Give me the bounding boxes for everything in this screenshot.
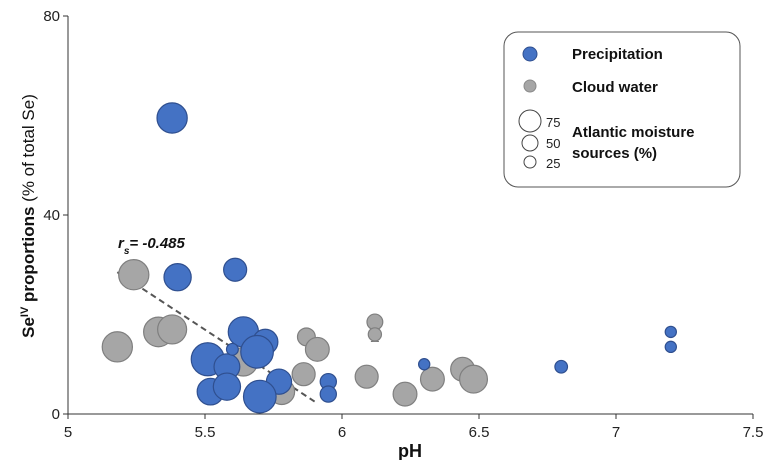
cloud-water-point (354, 364, 379, 389)
annotation-value: = -0.485 (129, 235, 185, 252)
cloud-water-point (157, 314, 188, 345)
x-tick-label: 7 (612, 424, 620, 441)
legend: Precipitation Cloud water 75 50 25 Atlan… (503, 31, 741, 188)
precipitation-point (163, 262, 192, 292)
precipitation-point (664, 340, 678, 354)
cloud-water-point (118, 259, 150, 291)
legend-box (503, 31, 741, 188)
y-tick-label: 80 (43, 8, 60, 25)
legend-size-title-line2: sources (%) (572, 145, 657, 162)
precipitation-point (240, 334, 274, 369)
x-tick-label: 5 (64, 424, 72, 441)
points-layer (101, 102, 678, 414)
y-axis-title-rest: (% of total Se) (19, 94, 38, 206)
precipitation-point (225, 342, 239, 356)
cloud-water-point (291, 362, 316, 387)
ticks-layer: 5 5.5 6 6.5 7 7.5 0 40 80 (43, 8, 763, 441)
legend-size-25 (523, 155, 537, 169)
cloud-water-point (459, 364, 489, 394)
legend-label-precipitation: Precipitation (572, 46, 663, 63)
precipitation-point (223, 257, 248, 282)
cloud-water-point (304, 336, 330, 362)
x-tick-label: 7.5 (743, 424, 764, 441)
precipitation-point (418, 358, 431, 371)
y-axis-title-main: Se (19, 317, 38, 338)
legend-label-cloud-water: Cloud water (572, 79, 658, 96)
legend-size-75 (518, 109, 542, 133)
y-axis-title-superscript: IV (19, 306, 31, 317)
x-tick-label: 5.5 (195, 424, 216, 441)
x-axis-title: pH (398, 441, 422, 460)
cloud-water-point (419, 366, 445, 392)
cloud-water-point (392, 381, 418, 407)
legend-size-title-line1: Atlantic moisture (572, 124, 695, 141)
precipitation-point (156, 102, 188, 134)
y-axis-title: SeIV proportions (% of total Se) (19, 94, 38, 338)
cloud-water-point (101, 331, 134, 363)
annotation-r: r (118, 235, 125, 252)
legend-size-label-50: 50 (546, 136, 560, 151)
y-axis-title-bold: proportions (19, 207, 38, 307)
precipitation-point (554, 359, 569, 374)
y-tick-label: 0 (52, 406, 60, 423)
x-tick-label: 6 (338, 424, 346, 441)
precipitation-point (242, 379, 277, 414)
precipitation-point (664, 325, 678, 339)
legend-size-50 (521, 134, 539, 152)
precipitation-point (319, 385, 337, 403)
legend-marker-precipitation (522, 46, 538, 62)
cloud-water-point (367, 327, 383, 342)
legend-marker-cloud-water (523, 79, 537, 93)
legend-size-label-75: 75 (546, 115, 560, 130)
precipitation-point (212, 372, 242, 401)
x-tick-label: 6.5 (469, 424, 490, 441)
legend-size-label-25: 25 (546, 156, 560, 171)
correlation-annotation: rs= -0.485 (118, 235, 186, 257)
annotation-subscript: s (124, 246, 130, 257)
y-tick-label: 40 (43, 207, 60, 224)
